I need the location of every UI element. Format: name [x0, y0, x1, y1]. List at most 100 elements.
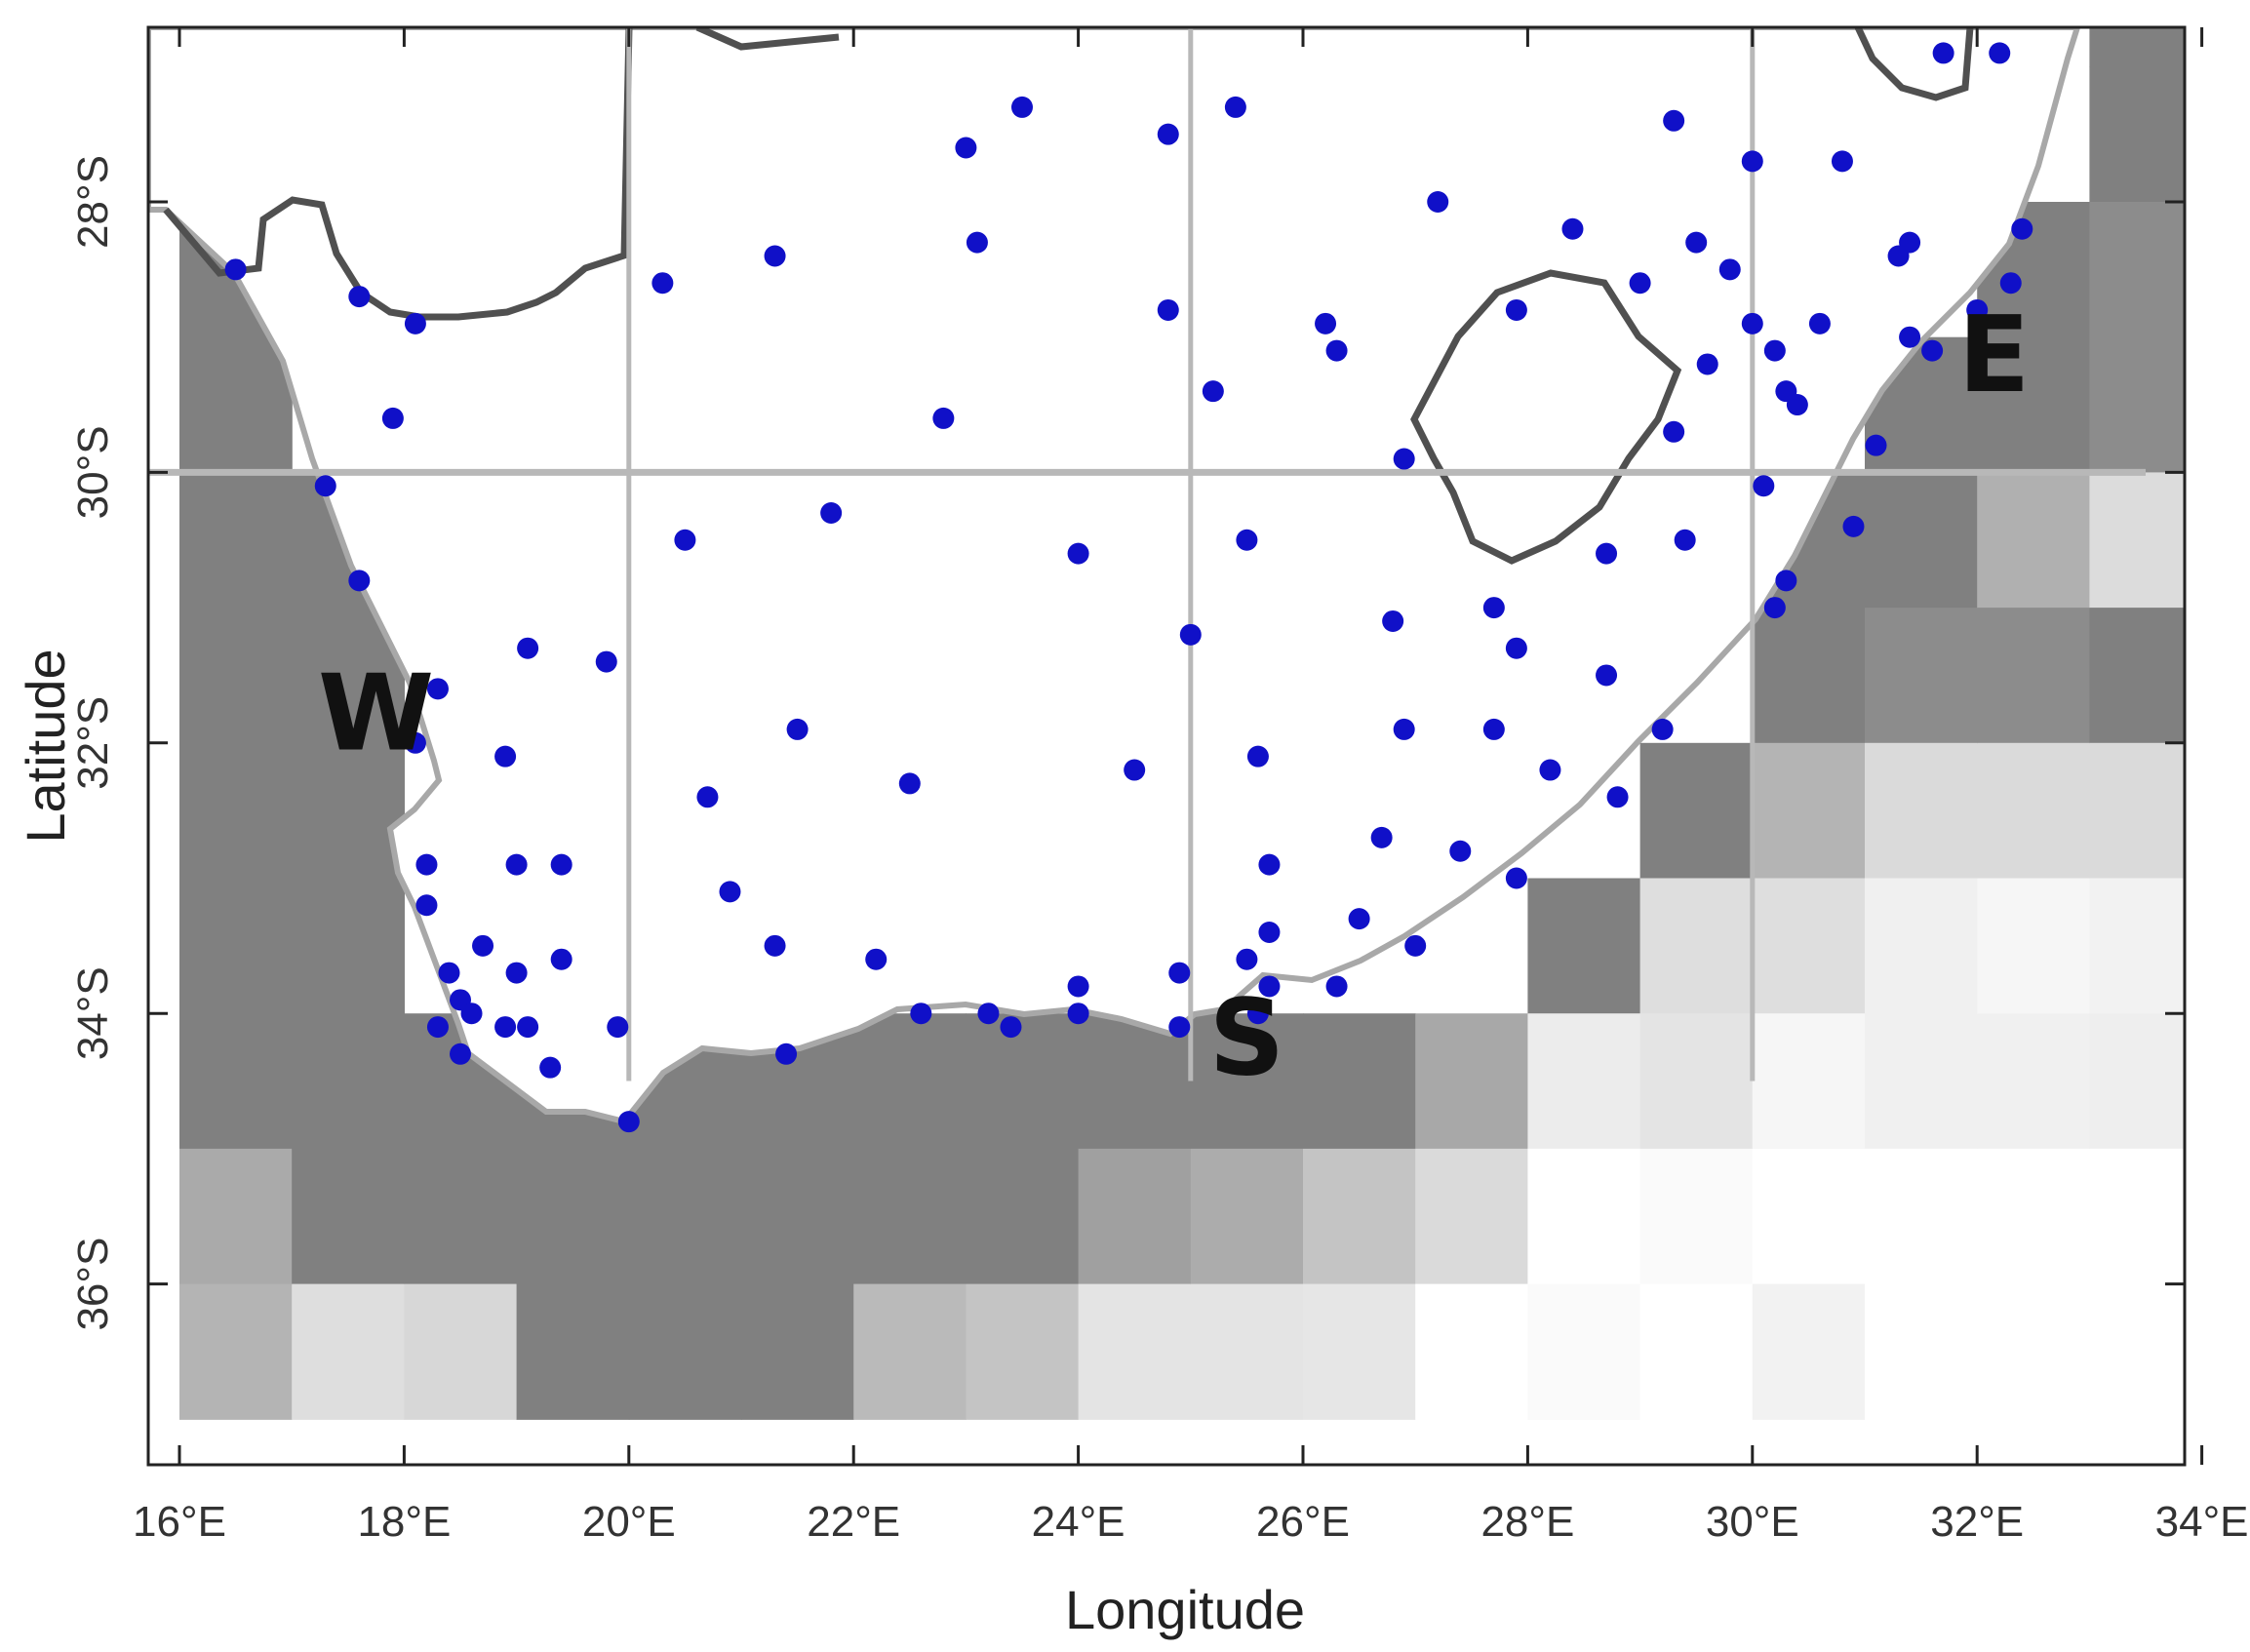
ocean-cell	[1977, 1283, 2090, 1420]
ocean-cell	[2089, 742, 2185, 880]
ocean-cell	[1977, 1148, 2090, 1285]
ocean-cell	[1752, 1283, 1866, 1420]
ocean-cell	[179, 1283, 293, 1420]
weather-station-point	[1561, 217, 1584, 240]
weather-station-point	[1236, 529, 1258, 551]
borders-layer	[163, 27, 1974, 565]
x-tick-label: 28°E	[1480, 1498, 1574, 1546]
ocean-cell	[1977, 472, 2090, 609]
weather-station-point	[505, 962, 528, 984]
weather-station-point	[1899, 231, 1921, 254]
ocean-cell	[1190, 1148, 1304, 1285]
weather-station-point	[1505, 298, 1527, 321]
weather-station-point	[1258, 975, 1281, 998]
plot-frame	[146, 25, 2187, 1467]
weather-station-point	[1966, 298, 1989, 321]
weather-station-point	[1067, 542, 1089, 565]
weather-station-point	[460, 1003, 483, 1025]
weather-station-point	[1224, 96, 1246, 118]
weather-station-point	[898, 772, 921, 795]
weather-station-point	[1393, 718, 1415, 740]
weather-station-point	[348, 286, 371, 308]
ocean-cell	[1977, 742, 2090, 880]
ocean-cell	[1639, 742, 1754, 880]
region-label-e: E	[1958, 295, 2031, 416]
ocean-cell	[966, 1283, 1080, 1420]
weather-station-point	[539, 1056, 562, 1079]
ocean-cell	[179, 1013, 293, 1150]
weather-station-point	[505, 853, 528, 876]
ocean-cell	[741, 1283, 854, 1420]
ocean-cell	[1865, 1148, 1978, 1285]
weather-station-point	[1696, 353, 1718, 375]
ocean-cell	[179, 472, 293, 609]
ocean-cell	[516, 1283, 630, 1420]
ocean-cell	[1977, 608, 2090, 744]
weather-station-point	[1763, 597, 1786, 619]
weather-station-point	[1179, 623, 1202, 646]
weather-station-point	[1741, 312, 1763, 334]
weather-station-point	[1202, 380, 1224, 403]
ocean-cell	[1415, 1283, 1528, 1420]
ocean-cell	[1639, 1283, 1754, 1420]
ocean-cell	[1752, 1013, 1866, 1150]
weather-station-point	[1157, 298, 1179, 321]
ocean-cell	[179, 1148, 293, 1285]
weather-station-point	[1427, 191, 1449, 213]
x-tick-label: 34°E	[2155, 1498, 2249, 1546]
weather-station-point	[696, 786, 719, 808]
ocean-cell	[292, 742, 405, 880]
ocean-cell	[1415, 1013, 1528, 1150]
ocean-cell	[2089, 66, 2185, 203]
weather-station-point	[1168, 1016, 1191, 1039]
ocean-cell	[516, 1148, 630, 1285]
weather-station-point	[550, 948, 572, 970]
weather-station-point	[977, 1003, 1000, 1025]
weather-station-point	[1831, 150, 1853, 173]
ocean-cell	[1865, 608, 1978, 744]
weather-station-point	[1741, 150, 1763, 173]
weather-station-point	[224, 258, 247, 281]
x-axis-title: Longitude	[1065, 1579, 1305, 1640]
ocean-cell	[853, 1148, 967, 1285]
weather-station-point	[1651, 718, 1674, 740]
y-tick-label: 34°S	[69, 966, 117, 1060]
ocean-cell	[1752, 742, 1866, 880]
ocean-cell	[1752, 1148, 1866, 1285]
weather-station-point	[1325, 975, 1348, 998]
ocean-cell	[1977, 1013, 2090, 1150]
weather-station-point	[438, 962, 460, 984]
weather-station-point	[415, 853, 438, 876]
ocean-cell	[179, 336, 293, 473]
weather-station-point	[1382, 610, 1404, 632]
ocean-cell	[1527, 878, 1641, 1014]
weather-station-point	[1539, 759, 1561, 781]
weather-station-point	[1258, 921, 1281, 943]
ocean-cell	[2089, 1013, 2185, 1150]
ocean-cell	[179, 742, 293, 880]
ocean-cell	[1078, 1148, 1192, 1285]
weather-station-point	[1663, 420, 1685, 443]
weather-station-point	[1842, 515, 1865, 537]
x-tick-label: 18°E	[357, 1498, 451, 1546]
ocean-cell	[628, 1148, 742, 1285]
weather-station-point	[1168, 962, 1191, 984]
ocean-cell	[2089, 1148, 2185, 1285]
weather-station-point	[1629, 272, 1651, 295]
weather-station-point	[1989, 42, 2011, 64]
x-tick-label: 16°E	[133, 1498, 226, 1546]
weather-station-point	[1124, 759, 1146, 781]
weather-station-point	[314, 475, 336, 497]
swaziland-border	[1854, 27, 1974, 101]
weather-station-point	[1393, 448, 1415, 470]
weather-station-point	[1505, 867, 1527, 889]
weather-station-point	[1808, 312, 1831, 334]
ocean-cell	[1190, 1013, 1304, 1150]
ocean-cell	[1527, 1013, 1641, 1150]
x-tick-label: 26°E	[1256, 1498, 1350, 1546]
ocean-cell	[628, 1283, 742, 1420]
ocean-cell	[2089, 27, 2185, 67]
weather-station-point	[775, 1042, 798, 1065]
ocean-cell	[853, 1013, 967, 1150]
